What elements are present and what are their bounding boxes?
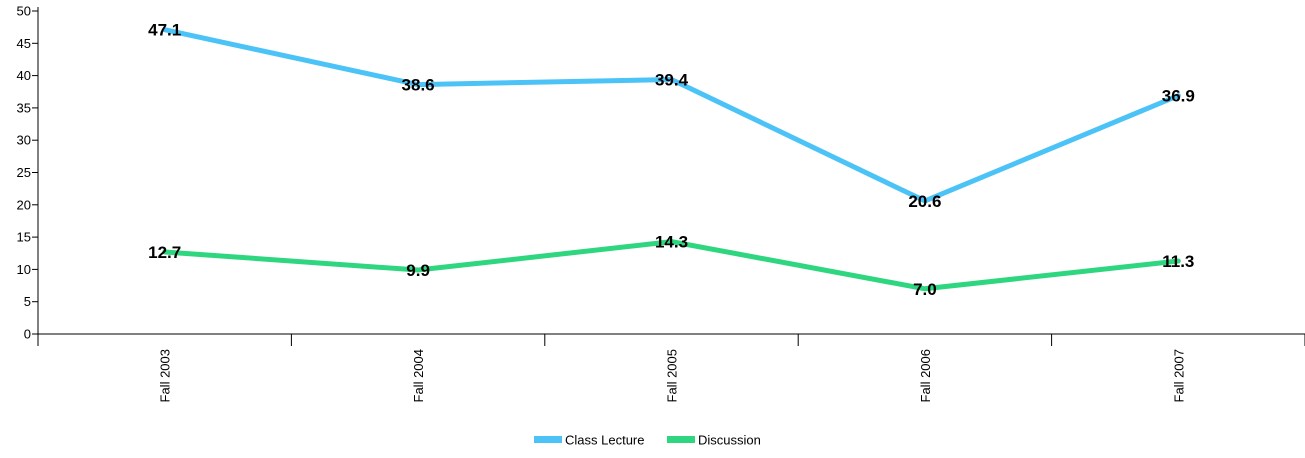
data-label: 9.9 [406,261,430,280]
data-label: 38.6 [402,76,435,95]
y-tick-label: 25 [17,165,31,180]
y-tick-label: 35 [17,100,31,115]
y-tick-label: 45 [17,36,31,51]
x-tick-label: Fall 2005 [665,349,680,402]
data-labels: 47.1 38.6 39.4 20.6 36.9 12.7 9.9 14.3 7.0 11.3 [148,21,1195,299]
legend-swatch [534,436,562,443]
y-axis: 0 5 10 15 20 25 30 35 40 45 50 [17,4,39,342]
data-label: 12.7 [148,243,181,262]
y-tick-label: 0 [24,327,31,342]
y-tick-label: 15 [17,230,31,245]
data-label: 7.0 [913,280,937,299]
x-tick-label: Fall 2007 [1171,349,1186,402]
data-label: 14.3 [655,233,688,252]
series-line-discussion [162,239,1181,292]
data-label: 39.4 [655,70,689,89]
y-tick-label: 50 [17,4,31,19]
legend-label: Discussion [698,433,761,448]
data-label: 47.1 [148,21,181,40]
data-label: 11.3 [1162,252,1194,271]
y-tick-label: 20 [17,197,31,212]
x-axis: Fall 2003 Fall 2004 Fall 2005 Fall 2006 Fall… [37,333,1305,402]
data-label: 36.9 [1162,87,1195,106]
x-tick-label: Fall 2004 [411,349,426,402]
y-tick-label: 5 [24,294,31,309]
y-tick-label: 40 [17,68,31,83]
x-tick-label: Fall 2006 [918,349,933,402]
series-line-class-lecture [162,27,1181,204]
data-label: 20.6 [908,192,941,211]
legend-swatch [667,436,695,443]
series-lines [162,27,1181,292]
x-tick-label: Fall 2003 [158,349,173,402]
legend: Class Lecture Discussion [534,433,761,448]
legend-label: Class Lecture [565,433,644,448]
y-tick-label: 10 [17,262,31,277]
y-tick-label: 30 [17,133,31,148]
